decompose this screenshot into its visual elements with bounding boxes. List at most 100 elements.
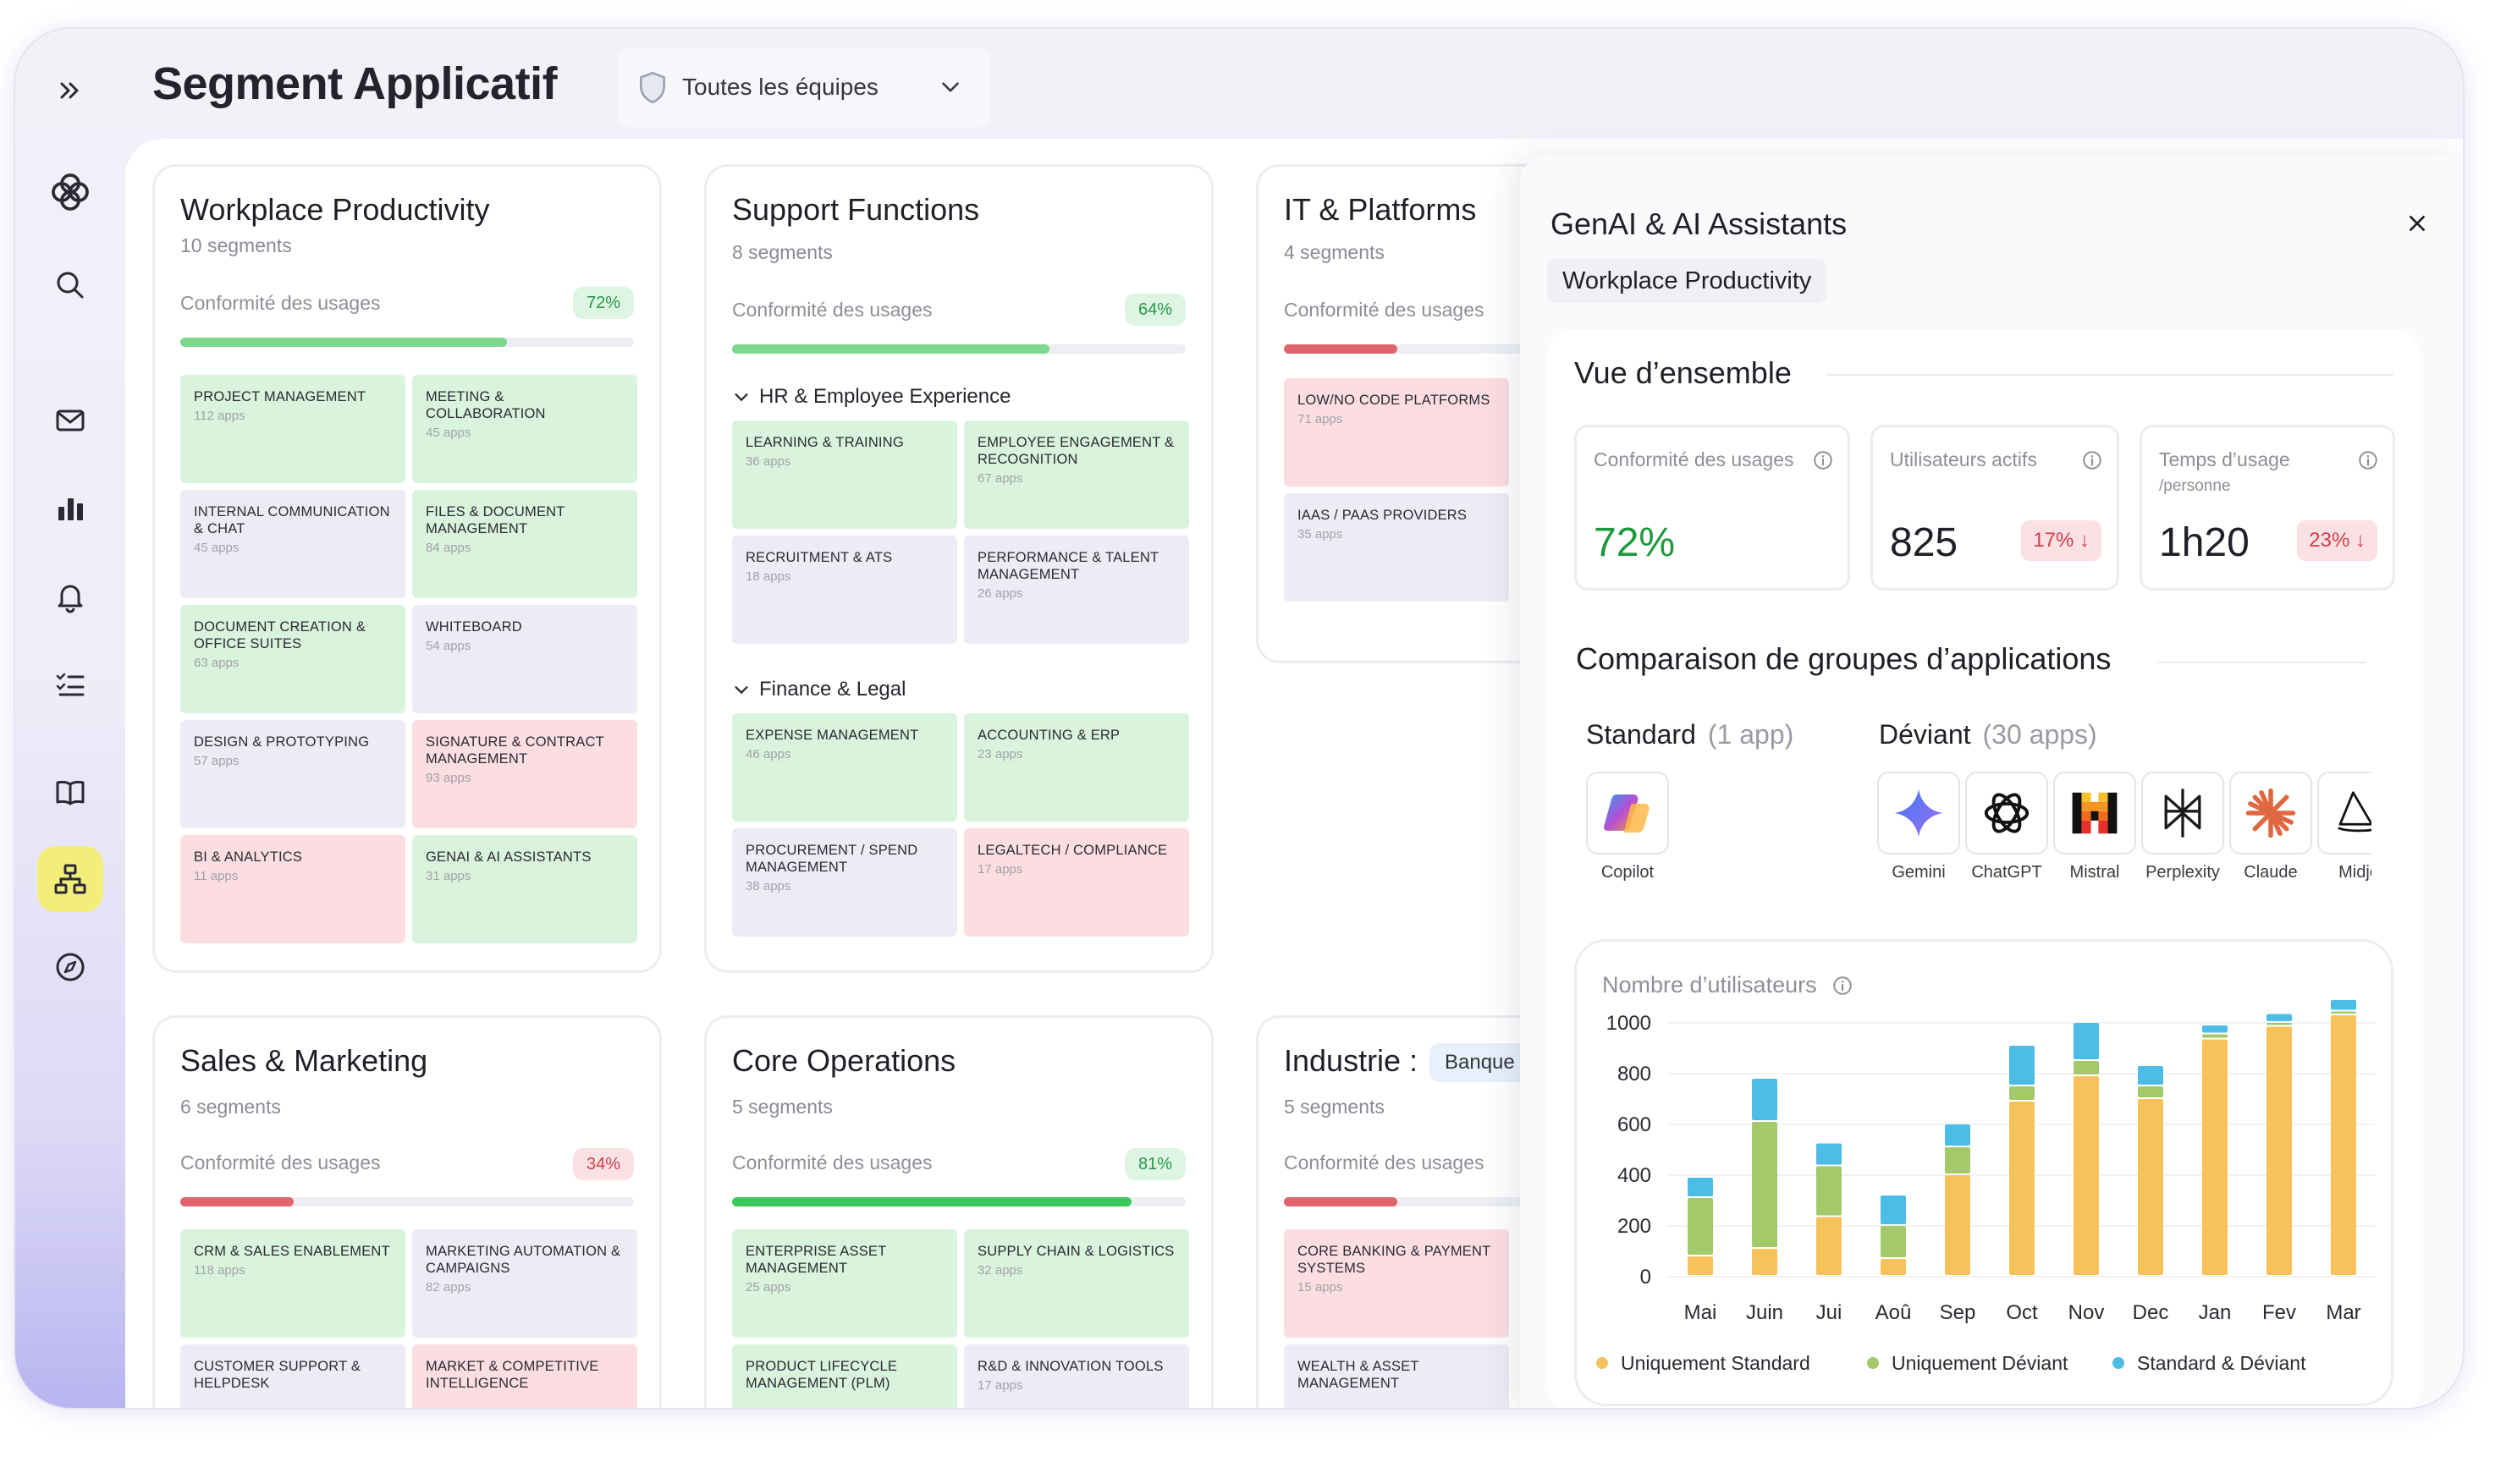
app-copilot[interactable]: Copilot xyxy=(1586,772,1669,882)
segment-tile[interactable]: RECRUITMENT & ATS 18 apps xyxy=(732,536,957,644)
bar-segment[interactable] xyxy=(1752,1249,1777,1275)
checklist-icon[interactable] xyxy=(37,651,103,717)
team-select[interactable]: Toutes les équipes xyxy=(618,47,990,127)
bar-segment[interactable] xyxy=(1816,1166,1842,1216)
bar-segment[interactable] xyxy=(1881,1226,1906,1257)
bar-segment[interactable] xyxy=(2266,1026,2292,1276)
segment-tile[interactable]: SIGNATURE & CONTRACT MANAGEMENT 93 apps xyxy=(412,720,637,828)
bar-segment[interactable] xyxy=(1688,1198,1713,1255)
segment-tile[interactable]: INTERNAL COMMUNICATION & CHAT 45 apps xyxy=(180,490,405,598)
bar-segment[interactable] xyxy=(2138,1066,2163,1085)
conformity-label: Conformité des usages xyxy=(732,299,933,321)
segment-tile[interactable]: MARKETING AUTOMATION & CAMPAIGNS 82 apps xyxy=(412,1229,637,1338)
bar-segment[interactable] xyxy=(2074,1061,2099,1075)
bar-segment[interactable] xyxy=(2331,1015,2356,1275)
org-chart-icon[interactable] xyxy=(37,846,103,912)
bar-segment[interactable] xyxy=(2202,1034,2228,1038)
bar-segment[interactable] xyxy=(1752,1079,1777,1120)
book-icon[interactable] xyxy=(37,760,103,826)
segment-tile[interactable]: CORE BANKING & PAYMENT SYSTEMS 15 apps xyxy=(1284,1229,1509,1338)
app-gemini[interactable]: Gemini xyxy=(1877,772,1960,882)
bar-segment[interactable] xyxy=(2009,1102,2035,1275)
segment-tile[interactable]: EXPENSE MANAGEMENT 46 apps xyxy=(732,713,957,822)
chart-icon[interactable] xyxy=(37,475,103,541)
bell-icon[interactable] xyxy=(37,563,103,629)
segment-tile[interactable]: PERFORMANCE & TALENT MANAGEMENT 26 apps xyxy=(964,536,1189,644)
bar-segment[interactable] xyxy=(2331,1000,2356,1010)
segment-tile[interactable]: CUSTOMER SUPPORT & HELPDESK xyxy=(180,1344,405,1408)
segment-card-support-functions[interactable]: Support Functions 8 segments Conformité … xyxy=(704,164,1214,973)
segment-tile-title: GENAI & AI ASSISTANTS xyxy=(426,849,592,865)
segment-tile[interactable]: WEALTH & ASSET MANAGEMENT xyxy=(1284,1344,1509,1408)
search-icon[interactable] xyxy=(37,252,103,318)
bar-segment[interactable] xyxy=(2331,1011,2356,1014)
bar-segment[interactable] xyxy=(2202,1039,2228,1276)
expand-icon[interactable] xyxy=(37,58,103,124)
segment-tile[interactable]: FILES & DOCUMENT MANAGEMENT 84 apps xyxy=(412,490,637,598)
bar-segment[interactable] xyxy=(2074,1076,2099,1275)
app-chatgpt[interactable]: ChatGPT xyxy=(1965,772,2048,882)
bar-segment[interactable] xyxy=(2138,1099,2163,1275)
segment-tile[interactable]: WHITEBOARD 54 apps xyxy=(412,605,637,713)
segment-tile[interactable]: BI & ANALYTICS 11 apps xyxy=(180,835,405,943)
bar-segment[interactable] xyxy=(1816,1143,1842,1165)
segment-tile[interactable]: EMPLOYEE ENGAGEMENT & RECOGNITION 67 apps xyxy=(964,420,1189,529)
bar-segment[interactable] xyxy=(1881,1259,1906,1275)
bar-segment[interactable] xyxy=(1945,1147,1970,1173)
compass-icon[interactable] xyxy=(37,934,103,1000)
group-toggle-finance[interactable]: Finance & Legal xyxy=(732,678,906,701)
segment-tile[interactable]: R&D & INNOVATION TOOLS 17 apps xyxy=(964,1344,1189,1408)
bar-segment[interactable] xyxy=(1945,1175,1970,1275)
bar-segment[interactable] xyxy=(2009,1046,2035,1085)
segment-tile[interactable]: IAAS / PAAS PROVIDERS 35 apps xyxy=(1284,493,1509,602)
info-icon[interactable] xyxy=(1812,449,1834,471)
segment-card-sales-marketing[interactable]: Sales & Marketing 6 segments Conformité … xyxy=(152,1015,662,1408)
segment-tile-title: EXPENSE MANAGEMENT xyxy=(746,728,919,743)
segment-tile[interactable]: PROCUREMENT / SPEND MANAGEMENT 38 apps xyxy=(732,828,957,937)
info-icon[interactable] xyxy=(2357,449,2379,471)
segment-tile[interactable]: LEARNING & TRAINING 36 apps xyxy=(732,420,957,529)
segment-tile[interactable]: SUPPLY CHAIN & LOGISTICS 32 apps xyxy=(964,1229,1189,1338)
segment-tile[interactable]: DESIGN & PROTOTYPING 57 apps xyxy=(180,720,405,828)
y-tick-label: 0 xyxy=(1640,1266,1651,1289)
segment-tile[interactable]: LOW/NO CODE PLATFORMS 71 apps xyxy=(1284,378,1509,486)
bar-segment[interactable] xyxy=(2138,1086,2163,1097)
bar-segment[interactable] xyxy=(1881,1195,1906,1224)
conformity-label: Conformité des usages xyxy=(180,292,381,314)
logo-icon[interactable] xyxy=(37,159,103,225)
bar-segment[interactable] xyxy=(1816,1217,1842,1276)
bar-segment[interactable] xyxy=(1945,1124,1970,1146)
bar-segment[interactable] xyxy=(2266,1014,2292,1022)
segment-tile[interactable]: PROJECT MANAGEMENT 112 apps xyxy=(180,375,405,483)
segment-tile-count: 32 apps xyxy=(978,1263,1023,1278)
app-perplexity[interactable]: Perplexity xyxy=(2141,772,2224,882)
segment-tile[interactable]: MEETING & COLLABORATION 45 apps xyxy=(412,375,637,483)
app-claude[interactable]: Claude xyxy=(2229,772,2312,882)
segment-tile[interactable]: GENAI & AI ASSISTANTS 31 apps xyxy=(412,835,637,943)
segment-tile[interactable]: ENTERPRISE ASSET MANAGEMENT 25 apps xyxy=(732,1229,957,1338)
group-toggle-hr[interactable]: HR & Employee Experience xyxy=(732,385,1011,409)
close-button[interactable] xyxy=(2399,205,2436,242)
app-midjourney[interactable]: Midjo xyxy=(2317,772,2371,882)
bar-segment[interactable] xyxy=(2074,1023,2099,1059)
segment-tile[interactable]: ACCOUNTING & ERP 23 apps xyxy=(964,713,1189,822)
mail-icon[interactable] xyxy=(37,387,103,453)
segment-tile[interactable]: PRODUCT LIFECYCLE MANAGEMENT (PLM) xyxy=(732,1344,957,1408)
segment-tile-title: SIGNATURE & CONTRACT MANAGEMENT xyxy=(426,734,604,767)
segment-tile[interactable]: LEGALTECH / COMPLIANCE 17 apps xyxy=(964,828,1189,937)
segment-card-core-operations[interactable]: Core Operations 5 segments Conformité de… xyxy=(704,1015,1214,1408)
segment-tile[interactable]: CRM & SALES ENABLEMENT 118 apps xyxy=(180,1229,405,1338)
bar-segment[interactable] xyxy=(1752,1122,1777,1247)
segment-tile[interactable]: DOCUMENT CREATION & OFFICE SUITES 63 apps xyxy=(180,605,405,713)
bar-segment[interactable] xyxy=(1688,1256,1713,1275)
app-mistral[interactable]: Mistral xyxy=(2053,772,2136,882)
info-icon[interactable] xyxy=(1831,975,1853,997)
bar-segment[interactable] xyxy=(2202,1025,2228,1033)
bar-segment[interactable] xyxy=(2009,1086,2035,1100)
bar-segment[interactable] xyxy=(1688,1178,1713,1196)
segment-card-workplace-productivity[interactable]: Workplace Productivity 10 segments Confo… xyxy=(152,164,662,973)
bar-segment[interactable] xyxy=(2266,1023,2292,1025)
segment-tile-count: 11 apps xyxy=(194,869,239,883)
info-icon[interactable] xyxy=(2081,449,2103,471)
segment-tile[interactable]: MARKET & COMPETITIVE INTELLIGENCE xyxy=(412,1344,637,1408)
